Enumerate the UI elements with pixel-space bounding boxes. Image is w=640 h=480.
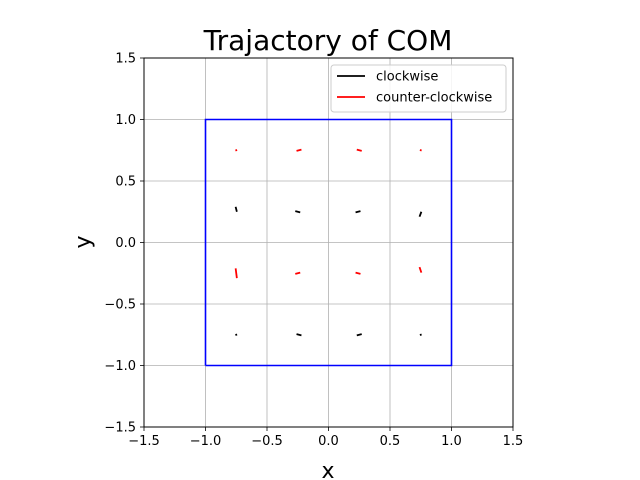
y-tick-label: 1.0 bbox=[115, 113, 136, 128]
trajectory-segment bbox=[234, 268, 238, 279]
x-ticks: −1.5 −1.0 −0.5 0.0 0.5 1.0 1.5 bbox=[128, 427, 523, 449]
trajectory-segment bbox=[356, 333, 362, 337]
x-tick-label: −1.5 bbox=[128, 434, 160, 449]
y-tick-label: −1.0 bbox=[104, 359, 136, 374]
trajectory-segment bbox=[296, 148, 302, 152]
trajectory-segment bbox=[355, 271, 361, 275]
y-axis-label: y bbox=[71, 235, 96, 248]
trajectory-segment bbox=[295, 271, 301, 275]
series-counter-clockwise bbox=[234, 148, 423, 279]
trajectory-segment bbox=[296, 333, 302, 337]
x-tick-label: 0.5 bbox=[380, 434, 401, 449]
y-ticks: −1.5 −1.0 −0.5 0.0 0.5 1.0 1.5 bbox=[104, 52, 144, 436]
boundary-square bbox=[204, 118, 453, 367]
trajectory-segment bbox=[356, 148, 362, 152]
series-layer bbox=[234, 148, 423, 337]
x-tick-label: 0.0 bbox=[318, 434, 339, 449]
y-tick-label: 0.0 bbox=[115, 236, 136, 251]
legend: clockwise counter-clockwise bbox=[330, 64, 507, 113]
trajectory-segment bbox=[295, 210, 301, 214]
trajectory-segment bbox=[418, 266, 423, 273]
x-tick-label: −0.5 bbox=[251, 434, 283, 449]
legend-box bbox=[330, 64, 507, 113]
trajectory-segment bbox=[418, 211, 423, 217]
x-tick-label: 1.0 bbox=[441, 434, 462, 449]
x-axis-label: x bbox=[321, 459, 334, 480]
legend-label-clockwise: clockwise bbox=[376, 70, 438, 85]
x-tick-label: 1.5 bbox=[503, 434, 524, 449]
y-tick-label: 0.5 bbox=[115, 175, 136, 190]
series-clockwise bbox=[234, 206, 423, 337]
trajectory-segment bbox=[234, 206, 238, 212]
grid bbox=[143, 57, 514, 428]
chart-title: Trajactory of COM bbox=[203, 24, 453, 57]
legend-label-counter-clockwise: counter-clockwise bbox=[376, 91, 492, 106]
y-tick-label: −1.5 bbox=[104, 421, 136, 436]
trajectory-segment bbox=[355, 210, 361, 214]
y-tick-label: 1.5 bbox=[115, 52, 136, 67]
x-tick-label: −1.0 bbox=[190, 434, 222, 449]
boundary-layer bbox=[204, 118, 453, 367]
y-tick-label: −0.5 bbox=[104, 298, 136, 313]
